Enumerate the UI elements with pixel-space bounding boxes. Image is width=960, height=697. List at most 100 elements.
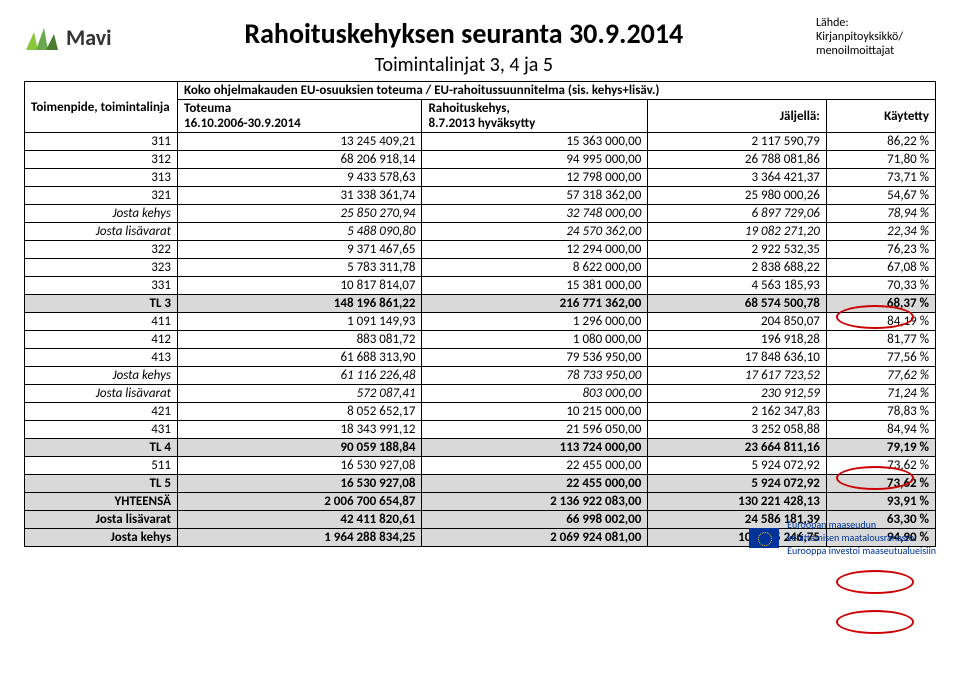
cell-jaljella: 204 850,07 [648,313,827,331]
cell-kaytetty: 71,24 % [826,385,935,403]
row-label: 321 [25,187,178,205]
table-row: YHTEENSÄ2 006 700 654,872 136 922 083,00… [25,493,936,511]
cell-rahoituskehys: 12 294 000,00 [422,241,648,259]
cell-kaytetty: 54,67 % [826,187,935,205]
table-row: 3139 433 578,6312 798 000,003 364 421,37… [25,169,936,187]
cell-jaljella: 2 922 532,35 [648,241,827,259]
row-label: Josta lisävarat [25,223,178,241]
highlight-circle [836,610,914,634]
cell-rahoituskehys: 15 363 000,00 [422,133,648,151]
row-label: 322 [25,241,178,259]
cell-jaljella: 2 838 688,22 [648,259,827,277]
cell-jaljella: 23 664 811,16 [648,439,827,457]
table-row: 4111 091 149,931 296 000,00204 850,0784,… [25,313,936,331]
cell-kaytetty: 84,94 % [826,421,935,439]
logo-text: Mavi [66,24,112,51]
cell-toteuma: 16 530 927,08 [178,457,422,475]
cell-rahoituskehys: 22 455 000,00 [422,457,648,475]
row-label: TL 5 [25,475,178,493]
cell-jaljella: 3 252 058,88 [648,421,827,439]
cell-kaytetty: 73,62 % [826,457,935,475]
cell-toteuma: 572 087,41 [178,385,422,403]
table-row: Josta kehys61 116 226,4878 733 950,0017 … [25,367,936,385]
cell-kaytetty: 22,34 % [826,223,935,241]
footer-text: Euroopan maaseudun kehittämisen maatalou… [787,518,936,557]
row-label: 311 [25,133,178,151]
cell-rahoituskehys: 78 733 950,00 [422,367,648,385]
cell-toteuma: 16 530 927,08 [178,475,422,493]
cell-rahoituskehys: 2 136 922 083,00 [422,493,648,511]
cell-toteuma: 90 059 188,84 [178,439,422,457]
cell-kaytetty: 81,77 % [826,331,935,349]
cell-toteuma: 1 091 149,93 [178,313,422,331]
cell-toteuma: 61 116 226,48 [178,367,422,385]
col-header-toteuma: Toteuma 16.10.2006-30.9.2014 [178,100,422,133]
cell-rahoituskehys: 10 215 000,00 [422,403,648,421]
cell-kaytetty: 93,91 % [826,493,935,511]
cell-rahoituskehys: 2 069 924 081,00 [422,529,648,547]
cell-kaytetty: 71,80 % [826,151,935,169]
table-header-row: Toimenpide, toimintalinja Koko ohjelmaka… [25,82,936,100]
col-header-text: Toteuma [184,101,231,116]
col-header-text: Rahoituskehys, [428,101,509,116]
cell-kaytetty: 76,23 % [826,241,935,259]
cell-jaljella: 196 918,28 [648,331,827,349]
cell-jaljella: 130 221 428,13 [648,493,827,511]
cell-toteuma: 5 488 090,80 [178,223,422,241]
cell-rahoituskehys: 216 771 362,00 [422,295,648,313]
logo: Mavi [24,22,112,52]
row-label: 413 [25,349,178,367]
cell-kaytetty: 86,22 % [826,133,935,151]
source-line: Kirjanpitoyksikkö/ [816,30,936,44]
table-row: 33110 817 814,0715 381 000,004 563 185,9… [25,277,936,295]
table-row: TL 3148 196 861,22216 771 362,0068 574 5… [25,295,936,313]
col-header-label: Toimenpide, toimintalinja [25,82,178,133]
cell-rahoituskehys: 113 724 000,00 [422,439,648,457]
cell-toteuma: 1 964 288 834,25 [178,529,422,547]
source-line: menoilmoittajat [816,44,936,58]
cell-rahoituskehys: 32 748 000,00 [422,205,648,223]
cell-jaljella: 25 980 000,26 [648,187,827,205]
cell-rahoituskehys: 57 318 362,00 [422,187,648,205]
cell-jaljella: 5 924 072,92 [648,457,827,475]
row-label: Josta kehys [25,367,178,385]
cell-rahoituskehys: 21 596 050,00 [422,421,648,439]
cell-rahoituskehys: 1 296 000,00 [422,313,648,331]
cell-rahoituskehys: 803 000,00 [422,385,648,403]
cell-jaljella: 17 848 636,10 [648,349,827,367]
cell-kaytetty: 73,62 % [826,475,935,493]
data-table: Toimenpide, toimintalinja Koko ohjelmaka… [24,81,936,547]
cell-rahoituskehys: 8 622 000,00 [422,259,648,277]
cell-kaytetty: 77,62 % [826,367,935,385]
cell-kaytetty: 78,94 % [826,205,935,223]
cell-jaljella: 6 897 729,06 [648,205,827,223]
cell-kaytetty: 84,19 % [826,313,935,331]
cell-jaljella: 230 912,59 [648,385,827,403]
cell-kaytetty: 78,83 % [826,403,935,421]
row-label: Josta kehys [25,529,178,547]
row-label: TL 3 [25,295,178,313]
cell-jaljella: 17 617 723,52 [648,367,827,385]
row-label: 331 [25,277,178,295]
footer: Euroopan maaseudun kehittämisen maatalou… [749,518,936,557]
title-block: Rahoituskehyksen seuranta 30.9.2014 Toim… [112,16,816,77]
cell-kaytetty: 79,19 % [826,439,935,457]
cell-rahoituskehys: 94 995 000,00 [422,151,648,169]
cell-toteuma: 13 245 409,21 [178,133,422,151]
row-label: Josta kehys [25,205,178,223]
row-label: 313 [25,169,178,187]
cell-jaljella: 3 364 421,37 [648,169,827,187]
cell-toteuma: 883 081,72 [178,331,422,349]
table-row: Josta lisävarat5 488 090,8024 570 362,00… [25,223,936,241]
highlight-circle [836,570,914,594]
cell-toteuma: 18 343 991,12 [178,421,422,439]
row-label: Josta lisävarat [25,511,178,529]
cell-toteuma: 9 433 578,63 [178,169,422,187]
cell-rahoituskehys: 15 381 000,00 [422,277,648,295]
row-label: Josta lisävarat [25,385,178,403]
cell-toteuma: 61 688 313,90 [178,349,422,367]
table-row: 43118 343 991,1221 596 050,003 252 058,8… [25,421,936,439]
page-title: Rahoituskehyksen seuranta 30.9.2014 [112,16,816,51]
table-row: 31113 245 409,2115 363 000,002 117 590,7… [25,133,936,151]
cell-rahoituskehys: 66 998 002,00 [422,511,648,529]
